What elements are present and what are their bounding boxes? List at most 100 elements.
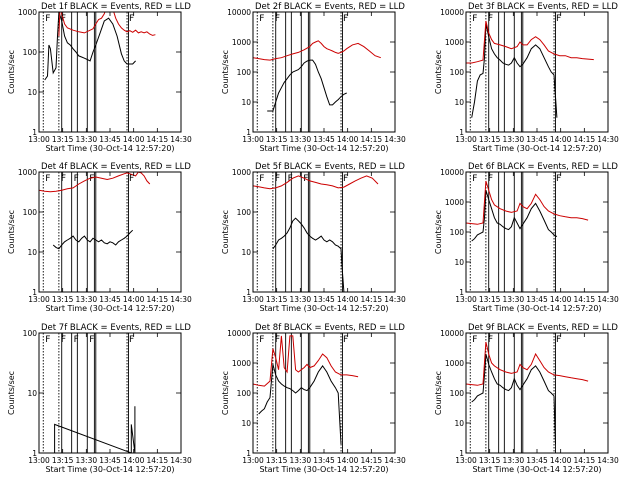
chart-title: Det 3f BLACK = Events, RED = LLD <box>468 2 618 12</box>
x-tick-label: 13:15 <box>52 295 74 304</box>
y-tick-label: 10000 <box>440 168 464 177</box>
y-tick-label: 10 <box>454 258 464 267</box>
x-tick-label: 13:45 <box>99 135 121 144</box>
x-tick-label: 13:30 <box>76 295 98 304</box>
series-line-events <box>471 23 558 118</box>
x-tick-label: 13:15 <box>479 295 501 304</box>
x-tick-label: 14:00 <box>337 295 359 304</box>
flag-label: F <box>288 174 293 184</box>
x-tick-label: 13:45 <box>313 135 335 144</box>
y-tick-label: 100 <box>237 68 252 77</box>
series-line-events <box>44 12 136 81</box>
series-line-events <box>471 353 556 445</box>
x-tick-label: 13:30 <box>503 456 525 465</box>
flag-label: F <box>129 335 134 345</box>
y-tick-label: 10 <box>241 248 251 257</box>
flag-label: F <box>89 174 94 184</box>
x-tick-label: 13:45 <box>313 456 335 465</box>
y-tick-label: 1 <box>459 288 464 297</box>
plot-frame <box>252 11 396 133</box>
x-axis-label: Start Time (30-Oct-14 12:57:20) <box>259 304 388 313</box>
x-tick-label: 14:00 <box>550 135 572 144</box>
flag-label: F <box>472 14 477 24</box>
x-tick-label: 14:30 <box>597 456 619 465</box>
y-tick-label: 10 <box>27 389 37 398</box>
chart-title: Det 4f BLACK = Events, RED = LLD <box>41 162 191 172</box>
flag-label: F <box>343 174 348 184</box>
series-line-lld <box>253 175 379 190</box>
y-tick-label: 100 <box>450 68 465 77</box>
chart-title: Det 5f BLACK = Events, RED = LLD <box>255 162 405 172</box>
x-tick-label: 14:00 <box>337 135 359 144</box>
flag-label: F <box>259 14 264 24</box>
flag-label: F <box>275 174 280 184</box>
series-line-lld <box>39 172 151 193</box>
x-tick-label: 14:00 <box>337 456 359 465</box>
plot-frame <box>465 171 609 293</box>
y-tick-label: 10 <box>241 98 251 107</box>
x-tick-label: 14:00 <box>123 295 145 304</box>
x-tick-label: 13:15 <box>479 135 501 144</box>
flag-label: F <box>472 174 477 184</box>
x-tick-label: 14:30 <box>597 135 619 144</box>
y-tick-label: 1000 <box>18 8 37 17</box>
series-line-events <box>471 189 558 242</box>
x-axis-label: Start Time (30-Oct-14 12:57:20) <box>45 465 174 474</box>
y-tick-label: 1000 <box>232 38 251 47</box>
plot-frame <box>252 171 396 293</box>
flag-label: F <box>556 174 561 184</box>
y-tick-label: 1 <box>32 128 37 137</box>
chart-title: Det 9f BLACK = Events, RED = LLD <box>468 323 618 333</box>
x-tick-label: 13:45 <box>526 135 548 144</box>
series-line-events <box>272 217 345 292</box>
y-tick-label: 10000 <box>440 8 464 17</box>
series-line-events <box>258 364 342 445</box>
x-tick-label: 14:15 <box>574 135 596 144</box>
y-tick-label: 10000 <box>227 8 251 17</box>
y-tick-label: 1000 <box>445 38 464 47</box>
y-tick-label: 100 <box>450 228 465 237</box>
x-tick-label: 13:15 <box>52 456 74 465</box>
x-tick-label: 14:15 <box>361 135 383 144</box>
y-tick-label: 1000 <box>232 359 251 368</box>
chart-title: Det 6f BLACK = Events, RED = LLD <box>468 162 618 172</box>
series-line-lld <box>466 20 594 64</box>
flag-label: F <box>45 174 50 184</box>
y-tick-label: 1 <box>246 128 251 137</box>
x-tick-label: 13:00 <box>455 135 477 144</box>
flag-label: F <box>343 335 348 345</box>
x-tick-label: 13:30 <box>503 295 525 304</box>
x-tick-label: 14:30 <box>384 135 406 144</box>
plot-frame <box>38 332 182 454</box>
y-axis-label: Counts/sec <box>221 50 230 94</box>
x-tick-label: 13:15 <box>266 295 288 304</box>
y-tick-label: 1000 <box>232 168 251 177</box>
x-tick-label: 13:00 <box>28 456 50 465</box>
y-tick-label: 1 <box>246 288 251 297</box>
y-tick-label: 10000 <box>440 329 464 338</box>
x-tick-label: 13:30 <box>290 456 312 465</box>
x-tick-label: 14:30 <box>384 295 406 304</box>
x-tick-label: 13:00 <box>242 135 264 144</box>
y-tick-label: 1000 <box>445 198 464 207</box>
flag-label: F <box>259 174 264 184</box>
x-axis-label: Start Time (30-Oct-14 12:57:20) <box>472 144 601 153</box>
y-tick-label: 100 <box>23 48 38 57</box>
flag-label: F <box>488 14 493 24</box>
series-line-lld <box>253 335 359 387</box>
flag-label: F <box>556 335 561 345</box>
x-tick-label: 14:00 <box>550 456 572 465</box>
y-tick-label: 1 <box>246 449 251 458</box>
x-tick-label: 13:15 <box>479 456 501 465</box>
flag-label: F <box>275 335 280 345</box>
chart-title: Det 8f BLACK = Events, RED = LLD <box>255 323 405 333</box>
chart-title: Det 1f BLACK = Events, RED = LLD <box>41 2 191 12</box>
y-tick-label: 1 <box>32 449 37 458</box>
flag-label: F <box>61 174 66 184</box>
x-tick-label: 14:15 <box>574 456 596 465</box>
y-tick-label: 10 <box>27 248 37 257</box>
x-tick-label: 13:30 <box>76 135 98 144</box>
x-tick-label: 13:00 <box>242 295 264 304</box>
